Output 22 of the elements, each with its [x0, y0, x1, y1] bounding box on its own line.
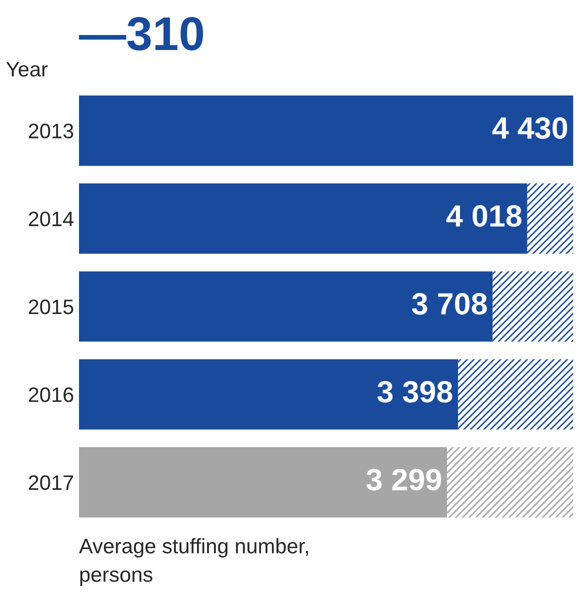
y-tick-label: 2014 [28, 212, 74, 226]
data-label: 3 398 [377, 380, 452, 403]
bar [78, 271, 493, 342]
bar [447, 447, 574, 518]
data-label: 3 299 [366, 468, 442, 491]
y-axis-title: Year [6, 62, 48, 77]
bar [458, 359, 574, 430]
x-axis-title: Average stuffing number, persons [79, 538, 308, 586]
y-tick-label: 2013 [28, 124, 74, 138]
data-label: 3 708 [412, 293, 487, 315]
bar [78, 447, 448, 518]
data-label: 4 018 [446, 205, 522, 227]
y-tick-label: 2017 [28, 475, 74, 490]
chart-title: —310 [78, 17, 204, 51]
bar [78, 183, 528, 254]
y-tick-label: 2015 [28, 299, 74, 314]
y-tick-label: 2016 [28, 387, 74, 402]
bar [527, 183, 574, 254]
bar [78, 96, 574, 166]
bar [78, 359, 458, 430]
data-label: 4 430 [492, 117, 568, 139]
bar [492, 271, 574, 342]
